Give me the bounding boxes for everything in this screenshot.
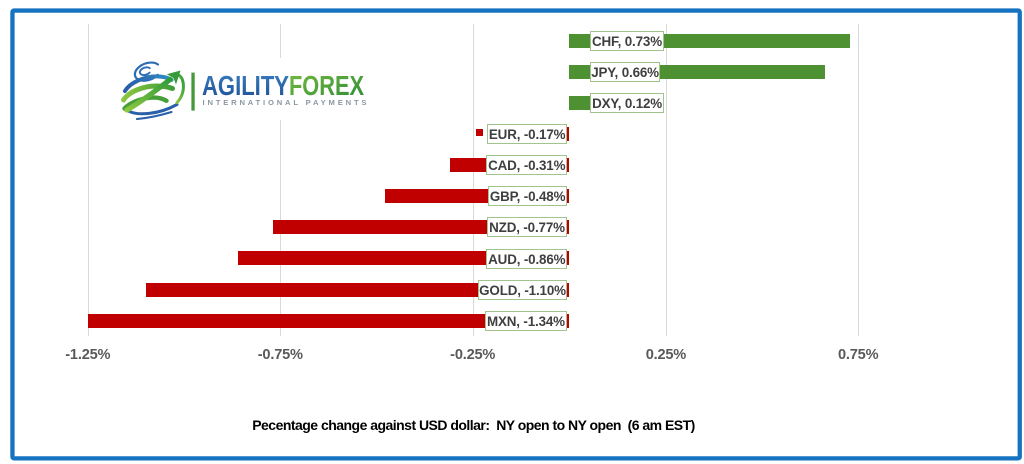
svg-text:FOREX: FOREX (289, 70, 364, 101)
svg-text:INTERNATIONAL PAYMENTS: INTERNATIONAL PAYMENTS (203, 98, 367, 107)
svg-text:AGILITY: AGILITY (202, 70, 289, 101)
